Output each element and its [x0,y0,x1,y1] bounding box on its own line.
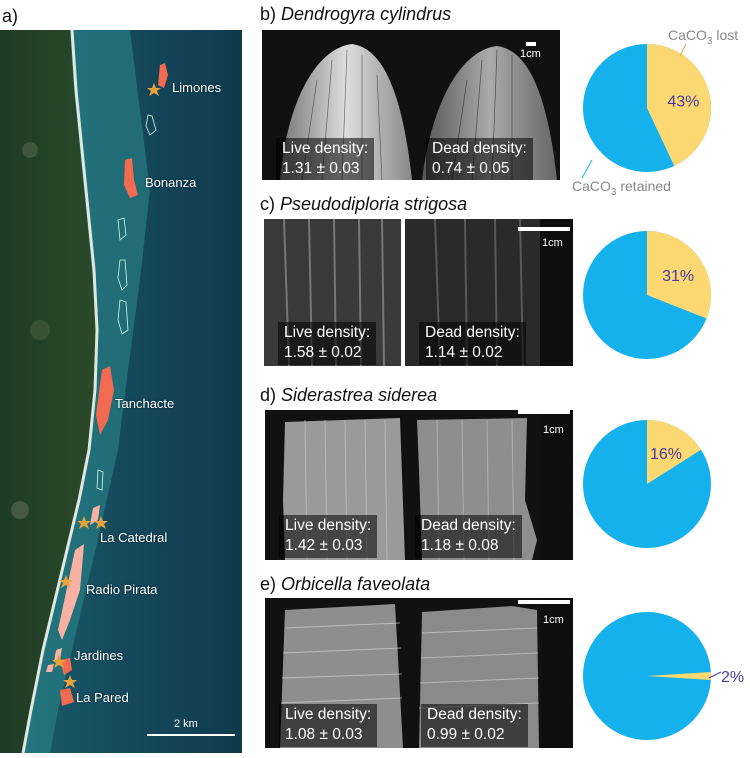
reef-la-pared [60,688,74,706]
live-density-b: Live density: 1.31 ± 0.03 [276,138,375,180]
site-label-la-pared: La Pared [76,690,129,705]
scale-bar [518,600,570,604]
pie-chart-b: 43% [583,44,711,172]
pie-chart-d: 16% [583,420,711,548]
live-density-d: Live density: 1.42 ± 0.03 [279,515,378,558]
pie-slice-lost [647,420,702,484]
reef-limones [158,63,168,88]
dead-density-d: Dead density: 1.18 ± 0.08 [415,515,522,558]
ct-dead-c: 1cm Dead density: 1.14 ± 0.02 [405,219,573,366]
scale-label: 1cm [542,237,563,249]
pie-chart-c: 31% [583,231,711,359]
site-label-jardines: Jardines [74,648,124,663]
dead-density-c: Dead density: 1.14 ± 0.02 [419,322,526,365]
ct-live-b: Live density: 1.31 ± 0.03 [262,30,412,180]
site-label-bonanza: Bonanza [145,175,197,190]
pie-slice-lost [647,231,711,319]
reef-bonanza [124,158,138,198]
site-label-radio-pirata: Radio Pirata [86,582,158,597]
panel-d-label: d) Siderastrea siderea [260,385,437,406]
site-label-tanchacte: Tanchacte [115,396,175,411]
panel-c-label: c) Pseudodiploria strigosa [260,194,467,215]
ct-live-c: Live density: 1.58 ± 0.02 [264,219,401,366]
pie-percent-label: 16% [650,446,682,463]
ct-live-e: Live density: 1.08 ± 0.03 [265,598,407,748]
panel-letter: e) [260,574,277,594]
live-density-c: Live density: 1.58 ± 0.02 [278,322,377,365]
scale-bar [526,42,536,46]
panel-b-label: b) Dendrogyra cylindrus [260,4,451,25]
star-icon [52,83,161,688]
panel-letter: d) [260,385,277,405]
satellite-map: Limones Bonanza Tanchacte La Catedral Ra… [0,30,242,753]
ct-dead-e: 1cm Dead density: 0.99 ± 0.02 [407,598,573,748]
map-scale-label: 2 km [174,718,198,730]
panel-letter: c) [260,194,275,214]
panel-a-label: a) [2,6,19,26]
ct-live-d: Live density: 1.42 ± 0.03 [265,410,407,560]
map-graphic [0,30,242,753]
live-density-e: Live density: 1.08 ± 0.03 [279,704,378,747]
ct-dead-d: 1cm Dead density: 1.18 ± 0.08 [407,410,573,560]
scale-label: 1cm [520,48,541,60]
pie-percent-label: 43% [667,93,699,110]
site-label-la-catedral: La Catedral [100,530,168,545]
label-caco3-lost: CaCO3 lost [668,27,738,47]
species-name: Pseudodiploria strigosa [280,194,468,214]
panel-e-label: e) Orbicella faveolata [260,574,430,595]
scale-bar [518,227,570,231]
label-caco3-retained: CaCO3 retained [572,178,671,198]
pie-slice-lost [647,671,711,681]
species-name: Orbicella faveolata [281,574,431,594]
pie-slice-lost [647,44,711,166]
site-label-limones: Limones [172,80,222,95]
reef-radio-pirata [58,544,84,640]
species-name: Dendrogyra cylindrus [281,4,452,24]
pie-charts: 43% 31% 16% 2% CaCO3 lost CaCO3 retained [572,27,744,740]
scale-label: 1cm [543,424,564,436]
pie-chart-e: 2% [583,612,744,740]
map-scale-bar [147,734,235,736]
dead-density-e: Dead density: 0.99 ± 0.02 [421,704,528,747]
pie-percent-label: 31% [662,268,694,285]
scale-bar [518,410,570,414]
reef-tanchacte [96,366,114,435]
scale-label: 1cm [543,614,564,626]
ct-dead-b: 1cm Dead density: 0.74 ± 0.05 [412,30,560,180]
dead-density-b: Dead density: 0.74 ± 0.05 [426,138,533,180]
panel-letter: b) [260,4,277,24]
species-name: Siderastrea siderea [281,385,438,405]
pie-percent-label: 2% [721,669,744,686]
